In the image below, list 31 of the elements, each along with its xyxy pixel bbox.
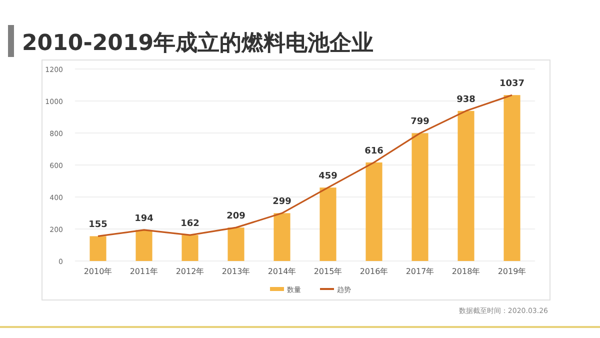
bar [320, 188, 336, 261]
bar [90, 236, 106, 261]
bar [182, 235, 198, 261]
data-label: 616 [364, 146, 384, 156]
data-label: 1037 [499, 79, 525, 90]
chart-title: 2010-2019年成立的燃料电池企业 [22, 30, 374, 56]
bar [228, 228, 244, 261]
bar [412, 133, 428, 261]
x-tick-label: 2017年 [406, 267, 434, 276]
data-label: 459 [318, 172, 338, 182]
bar [274, 213, 290, 261]
bar [366, 162, 382, 261]
x-tick-label: 2011年 [130, 267, 158, 276]
data-label: 155 [88, 220, 108, 230]
x-tick-label: 2013年 [222, 267, 250, 276]
bar [504, 95, 520, 261]
bar [136, 230, 152, 261]
data-label: 299 [272, 197, 292, 208]
x-tick-label: 2015年 [314, 267, 342, 276]
data-label: 799 [410, 117, 430, 128]
x-tick-label: 2018年 [452, 267, 480, 276]
x-tick-label: 2019年 [498, 267, 526, 276]
data-label: 938 [456, 94, 476, 105]
data-label: 194 [134, 214, 154, 224]
x-tick-label: 2010年 [84, 267, 112, 276]
bar [458, 110, 474, 261]
x-tick-label: 2016年 [360, 267, 388, 276]
data-label: 209 [226, 212, 246, 222]
data-label: 162 [180, 219, 200, 230]
x-tick-label: 2012年 [176, 267, 204, 276]
x-tick-label: 2014年 [268, 267, 296, 276]
